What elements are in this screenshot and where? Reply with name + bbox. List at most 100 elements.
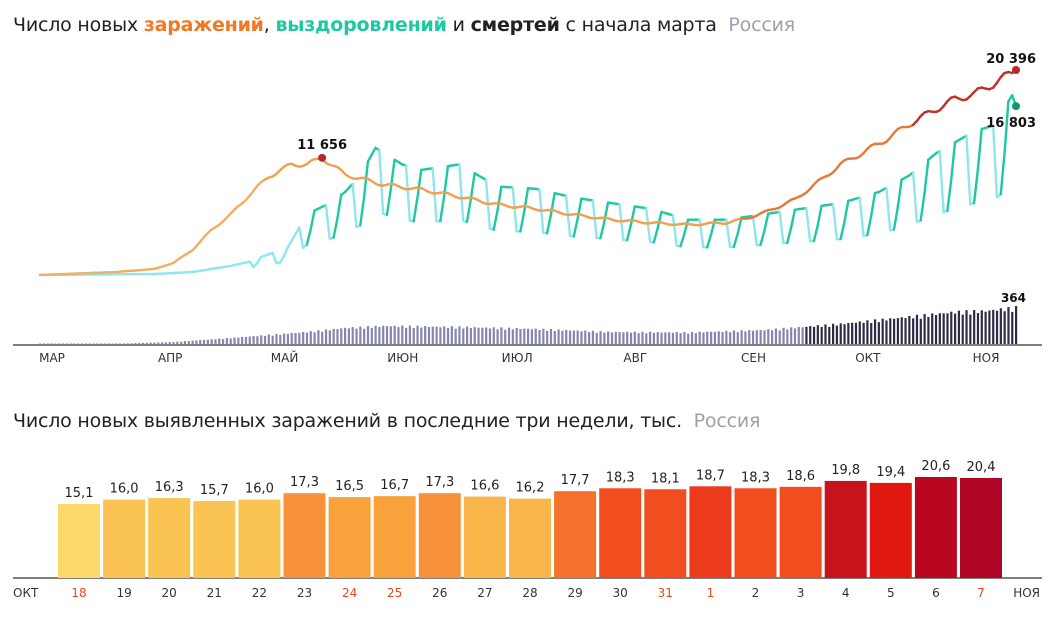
death-bar — [481, 327, 484, 344]
death-bar — [454, 328, 457, 344]
death-bar — [347, 328, 351, 344]
day-label: 31 — [658, 586, 673, 600]
death-bar — [588, 332, 591, 344]
death-bar — [614, 331, 617, 344]
recoveries-line-segment — [522, 187, 530, 213]
month-left-label: ОКТ — [13, 586, 39, 600]
death-bar — [168, 342, 171, 344]
recoveries-line-segment — [309, 209, 316, 231]
death-bar — [893, 318, 896, 344]
month-label: АПР — [158, 351, 182, 365]
death-bar — [439, 327, 442, 344]
death-bar — [679, 333, 682, 344]
recoveries-line-segment — [991, 124, 999, 199]
recoveries-line-segment — [324, 203, 331, 241]
recoveries-line-segment — [404, 164, 412, 223]
death-bar — [1011, 311, 1014, 344]
death-bar — [401, 325, 404, 344]
death-bar — [690, 331, 694, 344]
death-bar — [96, 343, 99, 344]
death-bar — [660, 332, 663, 344]
death-bar — [870, 323, 873, 344]
death-bar — [279, 334, 282, 344]
recoveries-line-segment — [736, 216, 743, 235]
death-bar — [84, 343, 87, 344]
recoveries-line-segment — [919, 192, 926, 222]
death-bar — [435, 326, 438, 344]
month-label: ОКТ — [855, 351, 881, 365]
recoveries-line-segment — [351, 182, 358, 229]
recoveries-line-segment — [492, 209, 499, 231]
deaths-last-label: 364 — [1001, 291, 1026, 305]
recoveries-line-segment — [885, 186, 892, 232]
recoveries-line-segment — [286, 239, 293, 249]
recoveries-line-segment — [759, 229, 766, 247]
death-bar — [222, 339, 225, 344]
death-bar — [50, 343, 53, 344]
death-bar — [1003, 311, 1006, 344]
recoveries-line-segment — [831, 203, 839, 241]
recoveries-line-segment — [305, 228, 312, 246]
bar-value-label: 16,5 — [335, 479, 364, 494]
bar-value-label: 16,6 — [470, 479, 499, 494]
recoveries-line-segment — [946, 178, 953, 213]
death-bar — [572, 330, 575, 344]
death-bar — [904, 318, 907, 344]
death-bar — [584, 330, 587, 344]
death-bar — [187, 341, 190, 344]
death-bar — [443, 326, 446, 344]
death-bar — [138, 343, 141, 344]
death-bar — [938, 313, 941, 344]
death-bar — [729, 332, 732, 344]
recoveries-line-segment — [298, 226, 305, 250]
recoveries-line-segment — [416, 168, 423, 200]
death-bar — [946, 313, 949, 344]
death-bar — [199, 340, 202, 344]
title-deaths: смертей — [470, 14, 560, 36]
death-bar — [881, 318, 884, 344]
death-bar — [637, 333, 640, 344]
title-and: и — [446, 14, 471, 36]
recoveries-line-segment — [370, 146, 377, 156]
death-bar — [778, 330, 781, 344]
death-bar — [408, 325, 412, 344]
death-bar — [995, 310, 999, 344]
death-bar — [790, 327, 793, 344]
death-bar — [351, 327, 354, 344]
death-bar — [145, 342, 148, 344]
death-bar — [957, 310, 961, 344]
death-bar — [385, 326, 389, 344]
death-bar — [774, 328, 778, 344]
death-bar — [912, 318, 915, 344]
death-bar — [488, 328, 492, 344]
death-bar — [302, 332, 305, 344]
death-bar — [576, 330, 579, 344]
recoveries-line-segment — [816, 204, 823, 227]
bar-value-label: 18,6 — [786, 469, 815, 484]
death-bar — [172, 342, 175, 344]
death-bar — [591, 330, 595, 344]
death-bar — [763, 330, 766, 344]
death-bar — [710, 331, 713, 344]
death-bar — [862, 322, 865, 344]
recoveries-line-segment — [786, 226, 793, 245]
death-bar — [698, 331, 701, 344]
bar-value-label: 16,0 — [245, 482, 274, 497]
death-bar — [767, 329, 770, 344]
death-bar — [656, 332, 659, 344]
month-label: АВГ — [623, 351, 647, 365]
death-bar — [176, 341, 179, 344]
death-bar — [843, 324, 846, 344]
recoveries-line-segment — [671, 214, 678, 247]
day-label: 5 — [887, 586, 895, 600]
bar — [599, 488, 642, 578]
death-bar — [420, 327, 423, 344]
death-bar — [565, 329, 568, 344]
recoveries-line-segment — [839, 220, 846, 241]
death-bar — [309, 331, 312, 344]
month-label: МАЙ — [271, 350, 299, 365]
death-bar — [961, 314, 964, 344]
recoveries-line — [38, 94, 1018, 277]
bar — [779, 486, 822, 578]
recoveries-last-dot — [1012, 102, 1020, 111]
